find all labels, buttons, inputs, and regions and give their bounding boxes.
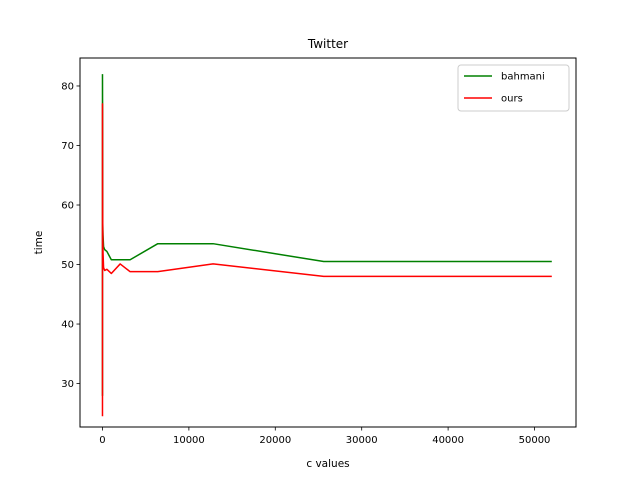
x-tick-label: 20000 [259,435,291,446]
legend-label-bahmani: bahmani [501,72,545,83]
series-line-ours [101,103,552,417]
y-axis-ticks: 30 40 50 60 70 80 [61,81,80,390]
y-tick-label: 70 [61,141,74,152]
series-line-bahmani [101,74,552,397]
y-tick-label: 50 [61,260,74,271]
chart-title: Twitter [307,37,348,51]
x-tick-label: 0 [99,435,105,446]
x-tick-label: 50000 [519,435,551,446]
legend: bahmani ours [457,64,570,112]
x-tick-label: 10000 [173,435,205,446]
y-tick-label: 80 [61,81,74,92]
x-tick-label: 30000 [346,435,378,446]
x-axis-label: c values [306,458,349,470]
y-tick-label: 60 [61,201,74,212]
y-tick-label: 40 [61,320,74,331]
series-layer [101,74,552,417]
y-tick-label: 30 [61,379,74,390]
legend-label-ours: ours [501,94,523,105]
plot-frame [79,57,577,428]
x-tick-label: 40000 [432,435,464,446]
y-axis-label: time [33,231,45,255]
x-axis-ticks: 0 10000 20000 30000 40000 50000 [99,427,550,446]
